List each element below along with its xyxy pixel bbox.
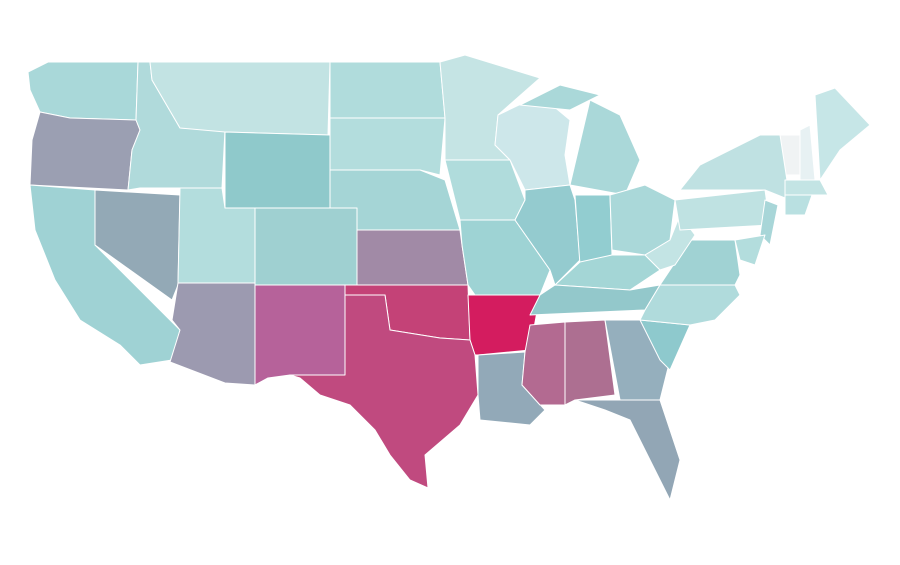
state-region [564,319,616,406]
state-region [521,321,566,406]
state-region [784,179,829,196]
state-region [254,284,346,386]
state-region [356,229,469,286]
state-region [814,87,871,181]
state-region [574,194,613,266]
state-region [799,124,816,181]
state-region [169,282,256,386]
state-region [329,117,446,176]
state-region [574,399,681,501]
state-region [759,199,779,246]
state-region [734,234,766,266]
state-region [679,134,791,201]
state-region [289,294,479,489]
state-region [94,189,181,301]
state-region [254,207,358,286]
state-region [569,99,641,196]
state-region [519,84,601,111]
state-region [784,194,813,216]
state-region [224,131,331,211]
state-region [674,189,771,231]
state-region [27,61,139,121]
state-region [444,159,526,221]
state-region [329,61,446,119]
state-region [29,111,141,191]
state-region [529,284,661,316]
